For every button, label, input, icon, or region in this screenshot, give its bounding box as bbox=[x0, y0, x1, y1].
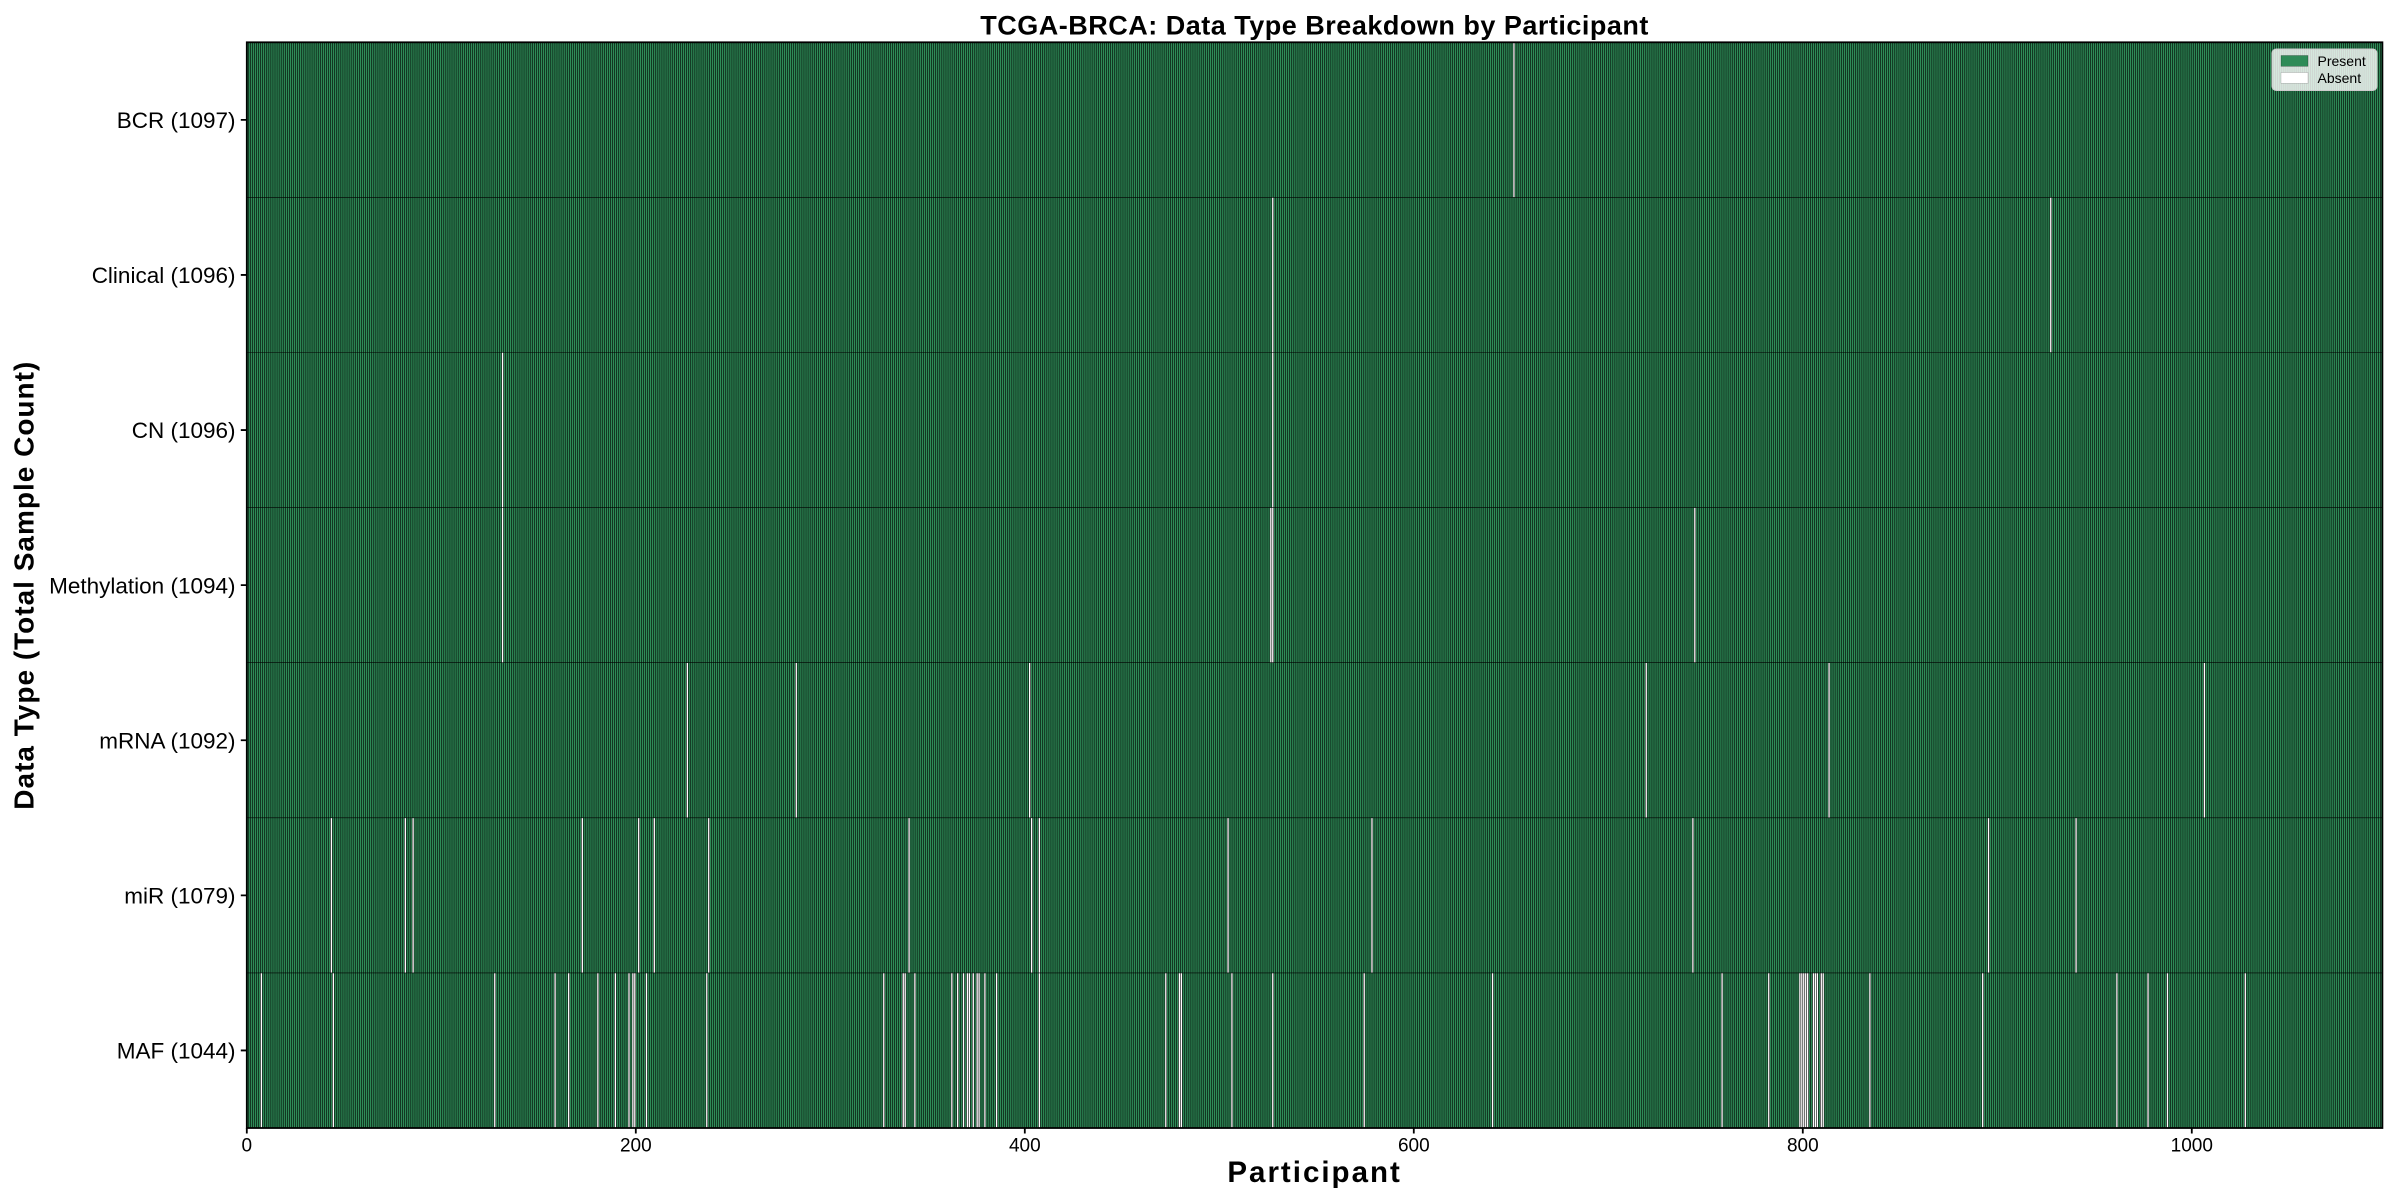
svg-text:CN (1096): CN (1096) bbox=[132, 418, 236, 443]
svg-text:Present: Present bbox=[2318, 53, 2366, 69]
svg-text:Absent: Absent bbox=[2318, 70, 2362, 86]
svg-text:miR (1079): miR (1079) bbox=[124, 884, 235, 909]
svg-text:MAF (1044): MAF (1044) bbox=[117, 1039, 236, 1064]
svg-text:TCGA-BRCA: Data Type Breakdown: TCGA-BRCA: Data Type Breakdown by Partic… bbox=[980, 11, 1649, 41]
svg-text:mRNA (1092): mRNA (1092) bbox=[99, 728, 235, 753]
svg-text:Participant: Participant bbox=[1227, 1156, 1401, 1189]
svg-text:BCR (1097): BCR (1097) bbox=[117, 108, 236, 133]
svg-text:0: 0 bbox=[242, 1136, 253, 1157]
svg-text:400: 400 bbox=[1009, 1136, 1041, 1157]
svg-text:Data Type (Total Sample Count): Data Type (Total Sample Count) bbox=[9, 361, 40, 810]
svg-text:600: 600 bbox=[1398, 1136, 1430, 1157]
svg-text:800: 800 bbox=[1787, 1136, 1819, 1157]
svg-text:Methylation (1094): Methylation (1094) bbox=[49, 573, 235, 598]
svg-text:Clinical (1096): Clinical (1096) bbox=[92, 263, 236, 288]
svg-text:1000: 1000 bbox=[2171, 1136, 2213, 1157]
svg-text:200: 200 bbox=[620, 1136, 652, 1157]
